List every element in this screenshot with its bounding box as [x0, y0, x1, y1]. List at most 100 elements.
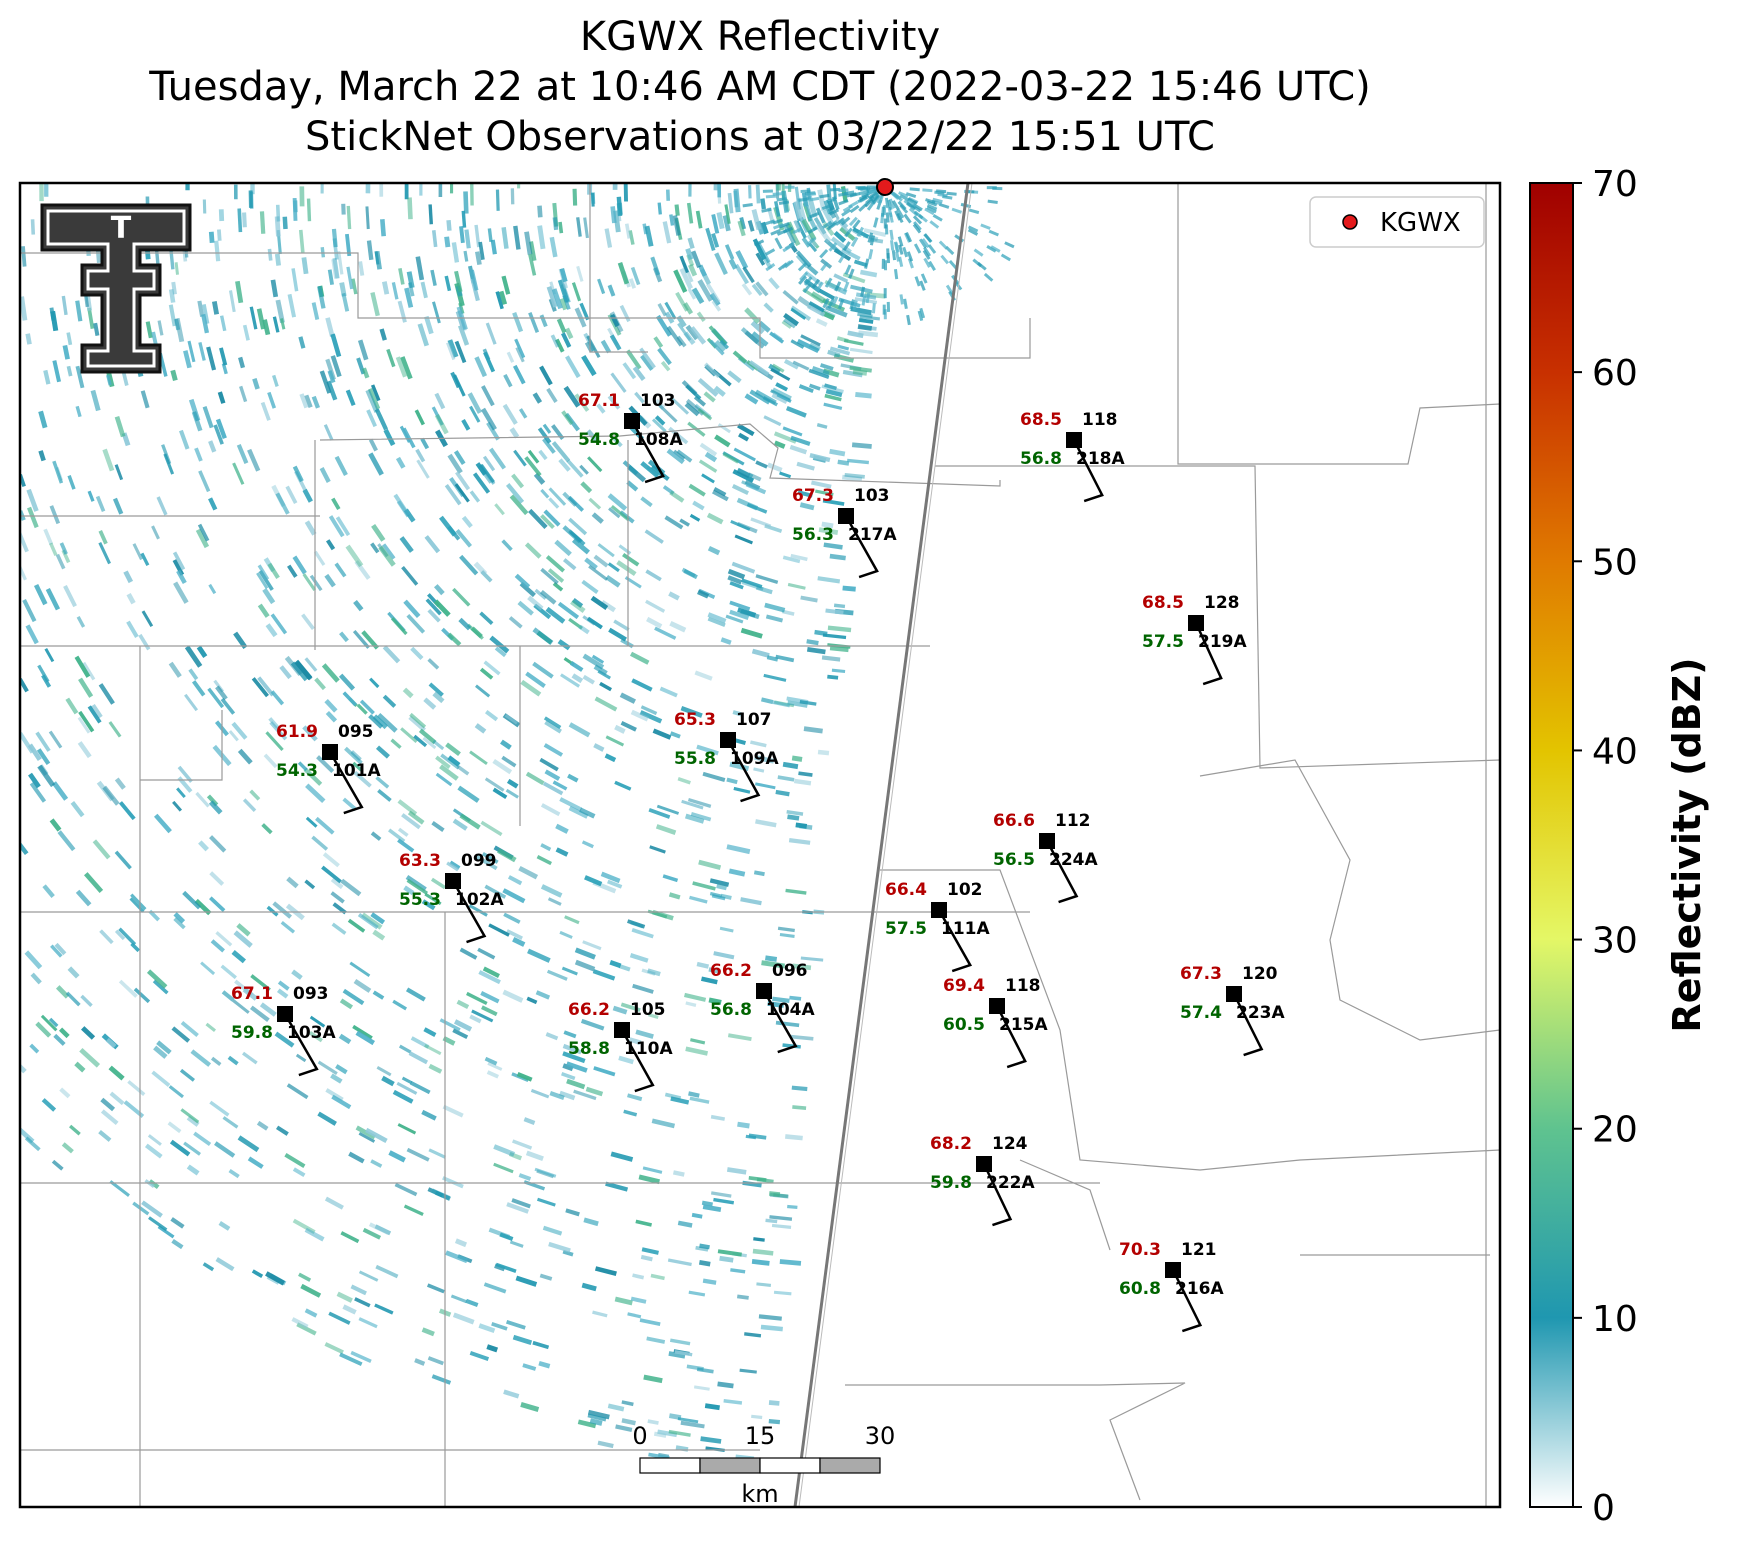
station-marker-icon	[1039, 833, 1055, 849]
wind-barb-icon	[620, 1029, 655, 1093]
station-temperature: 66.2	[568, 1000, 610, 1020]
wind-barb-icon	[1171, 1269, 1203, 1333]
station-wind-direction: 099	[461, 851, 497, 871]
station-id: 222A	[986, 1173, 1035, 1193]
wind-barb-icon	[328, 751, 364, 815]
scale-tick-30: 30	[865, 1422, 896, 1450]
station-101A[interactable]: 61.9 095 54.3 101A	[276, 722, 381, 815]
station-216A[interactable]: 70.3 121 60.8 216A	[1119, 1240, 1224, 1333]
station-temperature: 61.9	[276, 722, 318, 742]
colorbar-tick-label: 50	[1592, 542, 1638, 583]
station-108A[interactable]: 67.1 103 54.8 108A	[578, 391, 683, 484]
colorbar-gradient	[1529, 182, 1574, 1508]
station-id: 110A	[624, 1039, 673, 1059]
station-marker-icon	[1066, 432, 1082, 448]
station-dewpoint: 56.8	[1020, 449, 1062, 469]
station-217A[interactable]: 67.3 103 56.3 217A	[792, 486, 897, 579]
station-id: 104A	[766, 1000, 815, 1020]
station-temperature: 68.2	[930, 1134, 972, 1154]
legend-radar-icon	[1342, 214, 1358, 230]
station-wind-direction: 118	[1005, 976, 1041, 996]
station-111A[interactable]: 66.4 102 57.5 111A	[885, 880, 990, 973]
station-102A[interactable]: 63.3 099 55.3 102A	[399, 851, 504, 944]
station-dewpoint: 59.8	[231, 1023, 273, 1043]
station-wind-direction: 118	[1082, 410, 1118, 430]
station-temperature: 63.3	[399, 851, 441, 871]
wind-barb-icon	[1072, 439, 1104, 503]
station-id: 217A	[848, 525, 897, 545]
colorbar-tick-label: 30	[1592, 921, 1638, 962]
kgwx-radar-marker[interactable]	[876, 178, 894, 196]
station-marker-icon	[756, 983, 772, 999]
station-103A[interactable]: 67.1 093 59.8 103A	[231, 984, 336, 1077]
colorbar: 0 10 20 30 40 50 60 70 Reflectivity (dBZ)	[1529, 164, 1709, 1529]
station-id: 102A	[455, 890, 504, 910]
station-wind-direction: 112	[1055, 811, 1091, 831]
station-wind-direction: 103	[854, 486, 890, 506]
wind-barb-icon	[451, 880, 487, 944]
station-219A[interactable]: 68.5 128 57.5 219A	[1142, 593, 1247, 686]
station-224A[interactable]: 66.6 112 56.5 224A	[993, 811, 1098, 904]
title-line-2: Tuesday, March 22 at 10:46 AM CDT (2022-…	[149, 64, 1371, 110]
scale-unit: km	[741, 1480, 778, 1508]
logo-text: T	[111, 211, 132, 246]
scale-tick-15: 15	[745, 1422, 776, 1450]
station-222A[interactable]: 68.2 124 59.8 222A	[930, 1134, 1035, 1227]
station-marker-icon	[931, 902, 947, 918]
station-215A[interactable]: 69.4 118 60.5 215A	[943, 976, 1048, 1069]
station-temperature: 69.4	[943, 976, 985, 996]
colorbar-tick-label: 10	[1592, 1299, 1638, 1340]
station-marker-icon	[838, 508, 854, 524]
station-id: 224A	[1049, 850, 1098, 870]
wind-barb-icon	[630, 420, 665, 484]
station-marker-icon	[989, 998, 1005, 1014]
station-dewpoint: 54.3	[276, 761, 318, 781]
station-dewpoint: 57.5	[1142, 632, 1184, 652]
wind-barb-icon	[982, 1163, 1013, 1227]
station-marker-icon	[624, 413, 640, 429]
station-218A[interactable]: 68.5 118 56.8 218A	[1020, 410, 1125, 503]
station-marker-icon	[614, 1022, 630, 1038]
station-temperature: 65.3	[674, 710, 716, 730]
station-marker-icon	[322, 744, 338, 760]
legend-label: KGWX	[1380, 208, 1461, 238]
station-223A[interactable]: 67.3 120 57.4 223A	[1180, 964, 1285, 1057]
station-dewpoint: 60.5	[943, 1015, 985, 1035]
station-temperature: 67.1	[231, 984, 273, 1004]
station-temperature: 70.3	[1119, 1240, 1161, 1260]
station-dewpoint: 59.8	[930, 1173, 972, 1193]
station-id: 219A	[1198, 632, 1247, 652]
colorbar-tick-label: 0	[1592, 1488, 1615, 1529]
title-block: KGWX Reflectivity Tuesday, March 22 at 1…	[20, 12, 1500, 162]
wind-barb-icon	[995, 1005, 1027, 1069]
station-dewpoint: 60.8	[1119, 1279, 1161, 1299]
wind-barb-icon	[1232, 993, 1264, 1057]
reflectivity-echoes	[20, 183, 1015, 1467]
station-id: 109A	[730, 749, 779, 769]
station-marker-icon	[1226, 986, 1242, 1002]
station-id: 215A	[999, 1015, 1048, 1035]
station-wind-direction: 093	[293, 984, 329, 1004]
station-dewpoint: 55.3	[399, 890, 441, 910]
station-temperature: 67.3	[1180, 964, 1222, 984]
station-104A[interactable]: 66.2 096 56.8 104A	[710, 961, 815, 1054]
wind-barb-icon	[1045, 840, 1079, 904]
station-id: 103A	[287, 1023, 336, 1043]
station-dewpoint: 57.4	[1180, 1003, 1222, 1023]
scale-tick-0: 0	[632, 1422, 647, 1450]
scale-bar: 0 15 30 km	[632, 1422, 895, 1508]
station-wind-direction: 121	[1181, 1240, 1217, 1260]
station-dewpoint: 55.8	[674, 749, 716, 769]
texas-tech-double-t-logo: T	[40, 203, 192, 374]
colorbar-tick-label: 20	[1592, 1110, 1638, 1151]
station-marker-icon	[277, 1006, 293, 1022]
station-109A[interactable]: 65.3 107 55.8 109A	[674, 710, 779, 803]
station-temperature: 66.4	[885, 880, 927, 900]
map-frame	[18, 181, 1502, 1509]
station-110A[interactable]: 66.2 105 58.8 110A	[568, 1000, 673, 1093]
wind-barb-icon	[937, 909, 973, 973]
station-wind-direction: 095	[338, 722, 374, 742]
station-temperature: 68.5	[1020, 410, 1062, 430]
title-line-1: KGWX Reflectivity	[579, 14, 941, 60]
station-wind-direction: 120	[1242, 964, 1278, 984]
